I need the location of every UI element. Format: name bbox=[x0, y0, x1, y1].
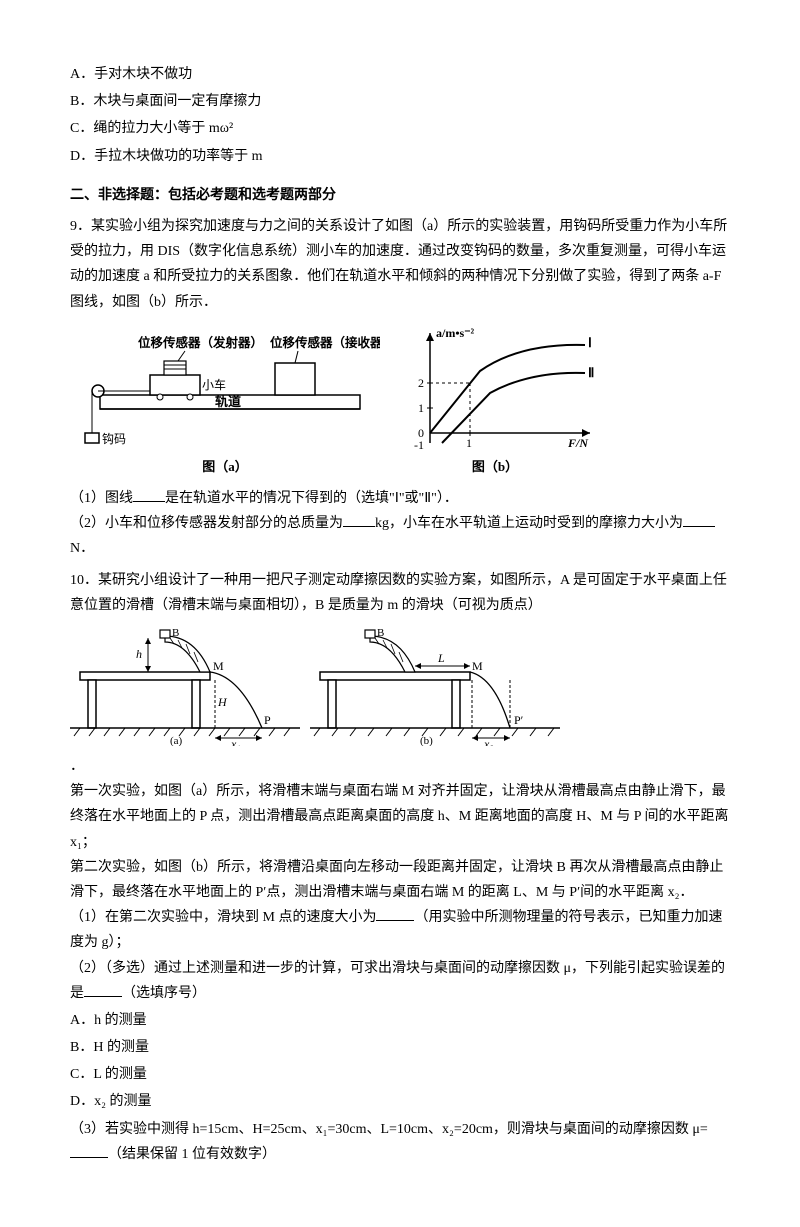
fig10b-B: B bbox=[377, 627, 384, 639]
fig-b-xlabel: F/N bbox=[567, 436, 589, 450]
q9-fig-a-caption: 图（a） bbox=[70, 455, 380, 478]
fig-b-y2: 2 bbox=[418, 376, 424, 390]
fig-a-hook-label: 钩码 bbox=[102, 432, 126, 446]
q10-figures: B h M H P x₁ (a) bbox=[70, 626, 730, 746]
q9-figures: 位移传感器（发射器） 位移传感器（接收器） 钩码 小车 bbox=[70, 323, 730, 478]
q10-sub1-blank[interactable] bbox=[376, 906, 414, 921]
q10-sub2-blank[interactable] bbox=[84, 982, 122, 997]
fig-a-label-emitter: 位移传感器（发射器） bbox=[138, 335, 263, 350]
q10-sub1: （1）在第二次实验中，滑块到 M 点的速度大小为（用实验中所测物理量的符号表示，… bbox=[70, 905, 730, 955]
q9-figure-a: 位移传感器（发射器） 位移传感器（接收器） 钩码 小车 bbox=[70, 333, 380, 478]
fig10a-x1: x₁ bbox=[230, 737, 241, 746]
q10-sub3-pre: （3）若实验中测得 h=15cm、H=25cm、x₁=30cm、L=10cm、x… bbox=[70, 1122, 708, 1137]
q10-figure-b: B L M P′ x₂ (b) bbox=[310, 626, 560, 746]
fig10a-caption: (a) bbox=[170, 735, 183, 746]
section-2-header: 二、非选择题：包括必考题和选考题两部分 bbox=[70, 183, 730, 208]
fig10b-caption: (b) bbox=[420, 735, 433, 746]
q10-sub1-pre: （1）在第二次实验中，滑块到 M 点的速度大小为 bbox=[70, 910, 376, 925]
q10-option-b: B．H 的测量 bbox=[70, 1035, 730, 1060]
fig-b-curve2: Ⅱ bbox=[588, 365, 594, 380]
q9-fig-b-caption: 图（b） bbox=[390, 455, 600, 478]
fig10a-h: h bbox=[136, 647, 142, 661]
q10-p1: ． bbox=[70, 754, 730, 779]
fig-b-ym1: -1 bbox=[414, 438, 424, 452]
q9-sub2-mid: kg，小车在水平轨道上运动时受到的摩擦力大小为 bbox=[375, 516, 683, 531]
fig-b-x1: 1 bbox=[466, 436, 472, 450]
q9-sub1-post: 是在轨道水平的情况下得到的（选填"Ⅰ"或"Ⅱ"）． bbox=[165, 491, 458, 506]
fig-a-cart-label: 小车 bbox=[202, 377, 226, 392]
q10-sub2-post: （选填序号） bbox=[122, 986, 206, 1001]
q10-figure-a: B h M H P x₁ (a) bbox=[70, 626, 300, 746]
fig10a-P: P bbox=[264, 713, 271, 727]
fig-a-track-label: 轨道 bbox=[215, 394, 241, 409]
q10-option-a: A．h 的测量 bbox=[70, 1008, 730, 1033]
q8-option-b: B．木块与桌面间一定有摩擦力 bbox=[70, 89, 730, 114]
fig10a-H: H bbox=[217, 695, 228, 709]
q8-option-c: C．绳的拉力大小等于 mω² bbox=[70, 116, 730, 141]
fig-b-ylabel: a/m•s⁻² bbox=[436, 326, 475, 340]
q10-p3: 第二次实验，如图（b）所示，将滑槽沿桌面向左移动一段距离并固定，让滑块 B 再次… bbox=[70, 855, 730, 905]
q9-figure-b: a/m•s⁻² F/N 2 1 0 -1 1 Ⅰ Ⅱ 图（b） bbox=[390, 323, 600, 478]
q9-sub2: （2）小车和位移传感器发射部分的总质量为 kg，小车在水平轨道上运动时受到的摩擦力… bbox=[70, 511, 730, 561]
q10-stem: 10．某研究小组设计了一种用一把尺子测定动摩擦因数的实验方案，如图所示，A 是可… bbox=[70, 568, 730, 618]
fig-a-label-receiver: 位移传感器（接收器） bbox=[270, 335, 380, 350]
q10-option-d: D．x₂ 的测量 bbox=[70, 1089, 730, 1114]
q10-sub3-blank[interactable] bbox=[70, 1143, 108, 1158]
fig-b-curve1: Ⅰ bbox=[588, 335, 592, 350]
fig-b-y1: 1 bbox=[418, 401, 424, 415]
q8-option-a: A．手对木块不做功 bbox=[70, 62, 730, 87]
q9-stem: 9．某实验小组为探究加速度与力之间的关系设计了如图（a）所示的实验装置，用钩码所… bbox=[70, 214, 730, 315]
fig10a-M: M bbox=[213, 659, 224, 673]
q9-sub1-pre: （1）图线 bbox=[70, 491, 133, 506]
fig10b-Pp: P′ bbox=[514, 713, 524, 727]
q9-sub2-post: N． bbox=[70, 541, 94, 556]
q9-sub2-pre: （2）小车和位移传感器发射部分的总质量为 bbox=[70, 516, 343, 531]
q9-sub2-blank1[interactable] bbox=[343, 512, 375, 527]
fig10a-B: B bbox=[172, 627, 179, 639]
q10-sub3-post: （结果保留 1 位有效数字） bbox=[108, 1147, 276, 1162]
fig10b-L: L bbox=[437, 651, 445, 665]
q10-option-c: C．L 的测量 bbox=[70, 1062, 730, 1087]
q10-sub2: （2）（多选）通过上述测量和进一步的计算，可求出滑块与桌面间的动摩擦因数 μ，下… bbox=[70, 956, 730, 1006]
q10-p2: 第一次实验，如图（a）所示，将滑槽末端与桌面右端 M 对齐并固定，让滑块从滑槽最… bbox=[70, 779, 730, 855]
q9-sub2-blank2[interactable] bbox=[683, 512, 715, 527]
q10-sub3: （3）若实验中测得 h=15cm、H=25cm、x₁=30cm、L=10cm、x… bbox=[70, 1117, 730, 1167]
q8-option-d: D．手拉木块做功的功率等于 m bbox=[70, 144, 730, 169]
q9-sub1-blank[interactable] bbox=[133, 487, 165, 502]
fig10b-M: M bbox=[472, 659, 483, 673]
q9-sub1: （1）图线 是在轨道水平的情况下得到的（选填"Ⅰ"或"Ⅱ"）． bbox=[70, 486, 730, 511]
fig10b-x2: x₂ bbox=[483, 737, 494, 746]
